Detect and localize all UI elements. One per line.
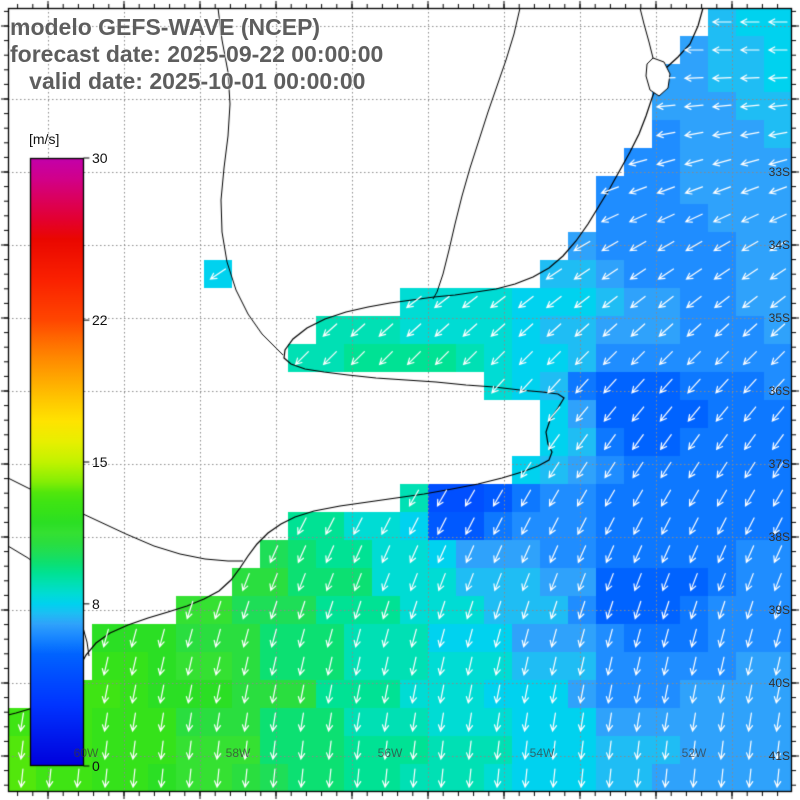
colorbar-tick-0: 0 (92, 758, 100, 774)
colorbar-tick-8: 8 (92, 595, 100, 612)
lat-label-41S: 41S (768, 749, 790, 763)
colorbar-tick-30: 30 (92, 150, 108, 166)
lat-label-35S: 35S (768, 311, 790, 325)
lon-label-52W: 52W (681, 746, 707, 760)
colorbar-tick-15: 15 (92, 454, 108, 470)
model-title: modelo GEFS-WAVE (NCEP) (10, 14, 321, 40)
lat-label-40S: 40S (768, 676, 790, 690)
lat-label-34S: 34S (768, 238, 790, 252)
lat-label-38S: 38S (768, 530, 790, 544)
forecast-date: forecast date: 2025-09-22 00:00:00 (10, 41, 384, 67)
lat-label-39S: 39S (768, 603, 790, 617)
lon-label-54W: 54W (529, 746, 555, 760)
lat-label-36S: 36S (768, 384, 790, 398)
lon-label-60W: 60W (73, 746, 99, 760)
lat-label-33S: 33S (768, 165, 790, 179)
lat-label-37S: 37S (768, 457, 790, 471)
valid-date: valid date: 2025-10-01 00:00:00 (10, 68, 366, 94)
lon-label-58W: 58W (225, 746, 251, 760)
colorbar-tick-22: 22 (92, 312, 108, 329)
colorbar-unit-label: [m/s] (29, 131, 60, 147)
lon-label-56W: 56W (377, 746, 403, 760)
